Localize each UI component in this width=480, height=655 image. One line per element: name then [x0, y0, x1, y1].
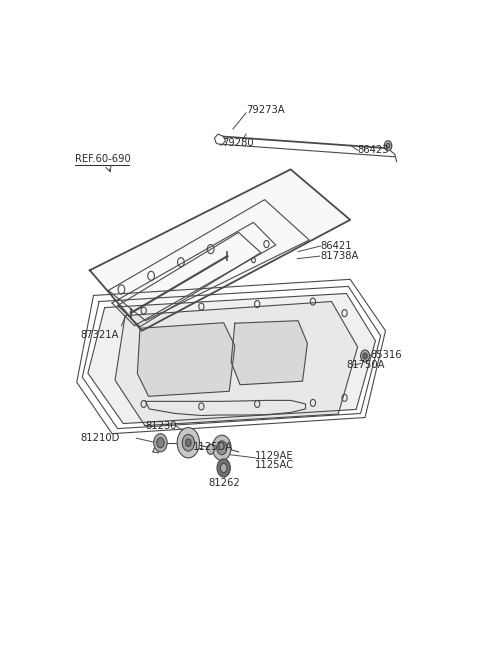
Text: 81750A: 81750A: [347, 360, 385, 370]
Text: 79280: 79280: [222, 138, 253, 147]
Circle shape: [216, 441, 227, 455]
Text: 81210D: 81210D: [81, 433, 120, 443]
Text: 81738A: 81738A: [321, 251, 359, 261]
Circle shape: [363, 353, 367, 359]
Text: 81262: 81262: [209, 478, 240, 488]
Text: 85316: 85316: [371, 350, 402, 360]
Circle shape: [217, 459, 230, 477]
Circle shape: [220, 464, 227, 472]
Circle shape: [360, 350, 370, 362]
Text: 87321A: 87321A: [81, 330, 119, 340]
Circle shape: [386, 143, 390, 148]
Circle shape: [154, 434, 167, 452]
Polygon shape: [137, 323, 235, 396]
Circle shape: [177, 428, 200, 458]
Text: 79273A: 79273A: [246, 105, 285, 115]
Circle shape: [186, 439, 191, 447]
Polygon shape: [88, 293, 375, 424]
Polygon shape: [90, 170, 350, 331]
Text: 1129AE: 1129AE: [255, 451, 294, 461]
Text: 86423: 86423: [358, 145, 389, 155]
Text: 1125DA: 1125DA: [193, 441, 233, 452]
Circle shape: [384, 141, 392, 151]
Text: 1125AC: 1125AC: [255, 460, 294, 470]
Polygon shape: [115, 301, 358, 426]
Circle shape: [156, 438, 164, 448]
Text: REF.60-690: REF.60-690: [75, 155, 131, 164]
Polygon shape: [231, 321, 307, 384]
Circle shape: [182, 434, 194, 451]
Text: 86421: 86421: [321, 241, 352, 251]
Text: 81230: 81230: [145, 421, 177, 430]
Circle shape: [207, 444, 215, 455]
Circle shape: [213, 435, 231, 460]
